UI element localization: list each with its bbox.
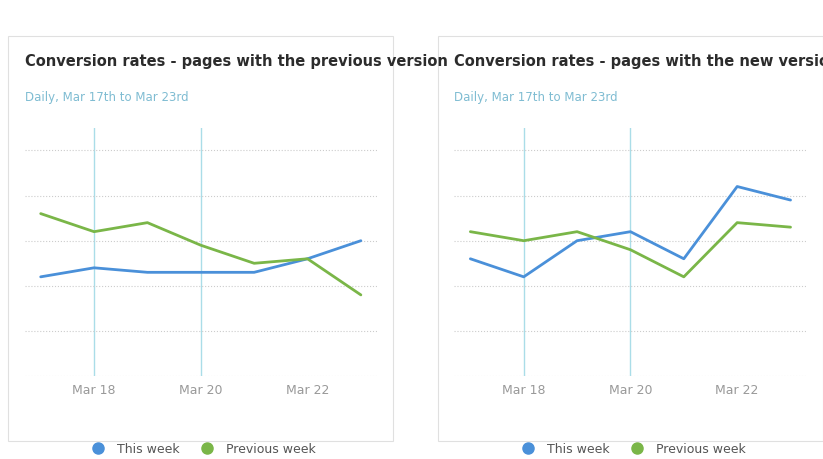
Text: Conversion rates - pages with the new version: Conversion rates - pages with the new ve… [454, 54, 823, 69]
Text: Conversion rates - pages with the previous version: Conversion rates - pages with the previo… [25, 54, 448, 69]
Text: Daily, Mar 17th to Mar 23rd: Daily, Mar 17th to Mar 23rd [25, 90, 188, 103]
Text: Daily, Mar 17th to Mar 23rd: Daily, Mar 17th to Mar 23rd [454, 90, 618, 103]
Legend: This week, Previous week: This week, Previous week [510, 437, 751, 459]
Legend: This week, Previous week: This week, Previous week [81, 437, 321, 459]
